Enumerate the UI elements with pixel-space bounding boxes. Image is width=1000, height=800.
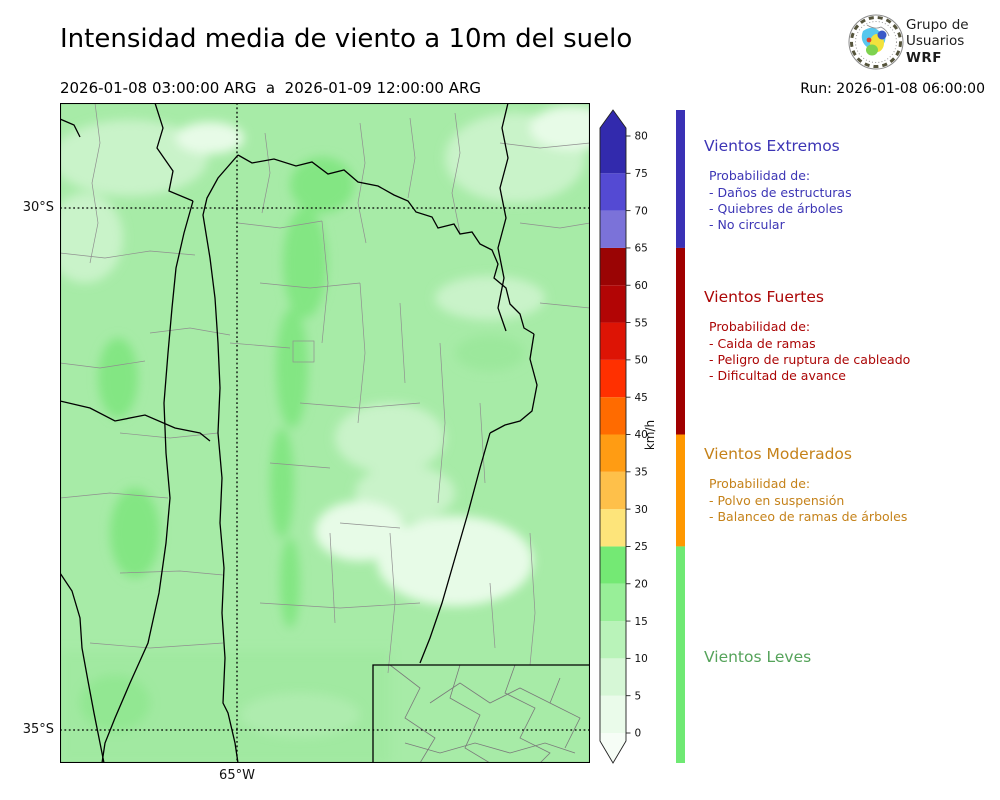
wrf-logo-caption: Grupo de Usuarios WRF bbox=[906, 17, 969, 66]
wrf-logo-icon bbox=[848, 14, 904, 70]
wind-map bbox=[47, 102, 614, 764]
colorbar-segment bbox=[600, 434, 626, 472]
colorbar-segment bbox=[600, 471, 626, 510]
colorbar-under-arrow bbox=[600, 733, 626, 763]
colorbar-segment bbox=[600, 359, 626, 398]
colorbar-segment bbox=[600, 658, 626, 696]
effects-list: - Daños de estructuras - Quiebres de árb… bbox=[709, 185, 994, 234]
colorbar-tick-label: 55 bbox=[635, 317, 648, 329]
colorbar-tick-label: 25 bbox=[635, 541, 648, 553]
category-title: Vientos Fuertes bbox=[704, 288, 824, 306]
wind-field-shading bbox=[47, 106, 614, 763]
forecast-period: 2026-01-08 03:00:00 ARG a 2026-01-09 12:… bbox=[60, 79, 482, 97]
colorbar-over-arrow bbox=[600, 110, 626, 136]
partido-boundaries bbox=[389, 664, 581, 764]
colorbar-segment bbox=[600, 210, 626, 248]
colorbar-tick-label: 40 bbox=[635, 429, 648, 441]
colorbar-segment bbox=[600, 509, 626, 547]
graticule bbox=[60, 103, 590, 763]
probability-label: Probabilidad de: bbox=[709, 168, 811, 183]
colorbar-tick-label: 5 bbox=[635, 690, 642, 702]
department-boundaries bbox=[59, 102, 591, 674]
effects-list: - Caida de ramas - Peligro de ruptura de… bbox=[709, 336, 994, 385]
logo-line-3: WRF bbox=[906, 49, 943, 66]
colorbar-tick-label: 0 bbox=[635, 728, 642, 740]
category-title: Vientos Extremos bbox=[704, 137, 840, 155]
colorbar-segment bbox=[600, 695, 626, 733]
legend-vientos-moderados: Vientos Moderados Probabilidad de: - Pol… bbox=[704, 445, 994, 525]
lat-label-30s: 30°S bbox=[22, 200, 54, 215]
page-title: Intensidad media de viento a 10m del sue… bbox=[60, 24, 633, 54]
colorbar-segment bbox=[600, 136, 626, 174]
colorbar-tick-label: 20 bbox=[635, 578, 648, 590]
category-bar-segment bbox=[676, 434, 685, 547]
legend-vientos-leves: Vientos Leves bbox=[704, 648, 994, 666]
colorbar-tick-label: 50 bbox=[635, 355, 648, 367]
effect-item: - Peligro de ruptura de cableado bbox=[709, 352, 911, 368]
category-title: Vientos Leves bbox=[704, 648, 812, 666]
colorbar-tick-label: 80 bbox=[635, 131, 648, 143]
colorbar-segment bbox=[600, 546, 626, 584]
colorbar-tick-label: 30 bbox=[635, 504, 648, 516]
effects-list: - Polvo en suspensión - Balanceo de rama… bbox=[709, 493, 994, 525]
logo-line-1: Grupo de bbox=[906, 17, 969, 33]
lat-label-35s: 35°S bbox=[22, 722, 54, 737]
effect-item: - No circular bbox=[709, 217, 785, 233]
category-range-bar bbox=[676, 110, 685, 763]
category-bar-segment bbox=[676, 546, 685, 763]
colorbar-segment bbox=[600, 285, 626, 323]
colorbar-tick-label: 35 bbox=[635, 467, 648, 479]
colorbar-tick-label: 15 bbox=[635, 616, 648, 628]
colorbar-outline bbox=[599, 109, 627, 764]
effect-item: - Polvo en suspensión bbox=[709, 493, 845, 508]
colorbar-tick-label: 65 bbox=[635, 243, 648, 255]
colorbar-segment bbox=[600, 397, 626, 435]
colorbar-segment bbox=[600, 583, 626, 622]
colorbar-tick-label: 70 bbox=[635, 205, 648, 217]
colorbar-segment bbox=[600, 322, 626, 360]
colorbar-tick-label: 10 bbox=[635, 653, 648, 665]
map-frame bbox=[59, 102, 591, 764]
effect-item: - Balanceo de ramas de árboles bbox=[709, 509, 908, 525]
colorbar-segment bbox=[600, 621, 626, 659]
probability-label: Probabilidad de: bbox=[709, 319, 811, 334]
colorbar-segment bbox=[600, 247, 626, 286]
wrf-logo bbox=[846, 12, 906, 76]
colorbar-unit-label: km/h bbox=[643, 420, 657, 450]
colorbar-tick-label: 45 bbox=[635, 392, 648, 404]
lon-label-65w: 65°W bbox=[219, 768, 255, 783]
colorbar-tick-label: 60 bbox=[635, 280, 648, 292]
legend-vientos-fuertes: Vientos Fuertes Probabilidad de: - Caida… bbox=[704, 288, 994, 385]
logo-line-2: Usuarios bbox=[906, 33, 965, 50]
colorbar-tick-label: 75 bbox=[635, 168, 648, 180]
colorbar-segment bbox=[600, 173, 626, 211]
wind-map-canvas bbox=[47, 102, 614, 764]
model-run-timestamp: Run: 2026-01-08 06:00:00 bbox=[800, 81, 985, 97]
effect-item: - Quiebres de árboles bbox=[709, 201, 844, 217]
wind-speed-colorbar: 0 5 10 15 20 25 30 35 40 45 50 55 60 65 70 75 80 km/h bbox=[599, 109, 657, 764]
probability-label: Probabilidad de: bbox=[709, 476, 811, 491]
category-bar-segment bbox=[676, 247, 685, 435]
effect-item: - Dificultad de avance bbox=[709, 368, 846, 384]
effect-item: - Daños de estructuras bbox=[709, 185, 852, 200]
category-bar-segment bbox=[676, 110, 685, 248]
category-title: Vientos Moderados bbox=[704, 445, 852, 463]
legend-vientos-extremos: Vientos Extremos Probabilidad de: - Daño… bbox=[704, 137, 994, 234]
effect-item: - Caida de ramas bbox=[709, 336, 816, 351]
